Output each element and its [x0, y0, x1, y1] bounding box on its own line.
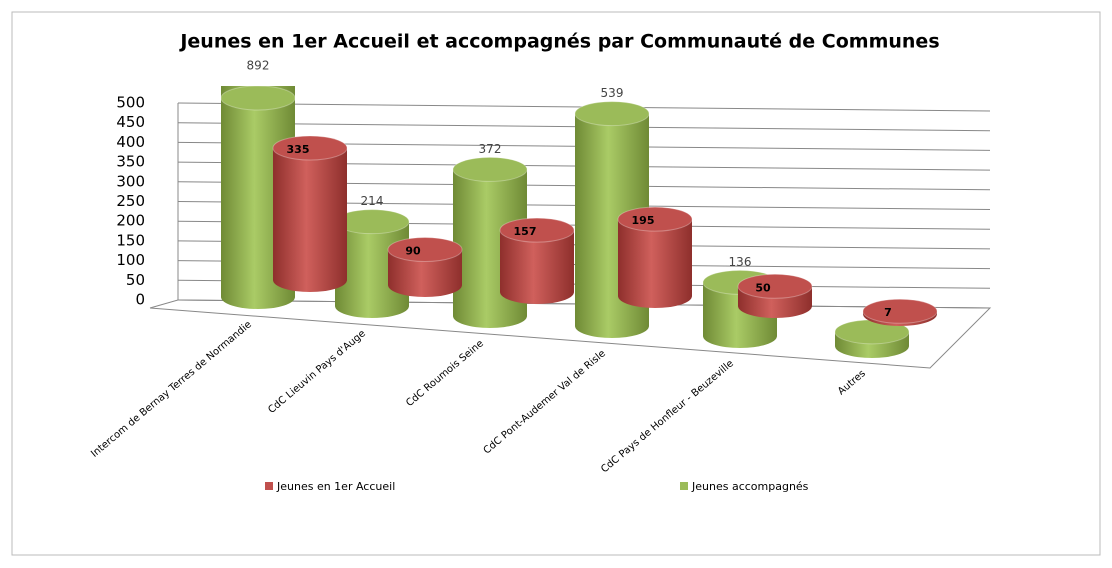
y-tick-label: 200 [116, 212, 145, 230]
cylinder [737, 273, 813, 318]
value-label: 90 [405, 245, 421, 258]
value-label: 335 [287, 143, 310, 156]
y-tick-label: 0 [135, 291, 145, 309]
cylinder [387, 237, 463, 297]
cylinder-top [499, 217, 575, 243]
cylinder-top [574, 101, 650, 127]
cylinder [834, 319, 910, 358]
cylinder-top [737, 273, 813, 299]
y-tick-label: 50 [126, 271, 145, 289]
y-tick-label: 100 [116, 251, 145, 269]
cylinder-top [862, 298, 938, 324]
value-label: 157 [514, 225, 537, 238]
value-label: 539 [601, 86, 624, 100]
y-tick-label: 350 [116, 153, 145, 171]
legend-swatch [680, 482, 688, 490]
cylinder-top [452, 156, 528, 182]
y-tick-label: 300 [116, 172, 145, 190]
cylinder [272, 135, 348, 292]
cylinder-body [273, 148, 347, 280]
value-label: 372 [479, 142, 502, 156]
y-tick-label: 450 [116, 113, 145, 131]
cylinder-top [220, 86, 296, 111]
legend-label: Jeunes en 1er Accueil [276, 480, 395, 493]
legend-label: Jeunes accompagnés [691, 480, 809, 493]
chart-title: Jeunes en 1er Accueil et accompagnés par… [178, 31, 939, 53]
value-label: 195 [632, 214, 655, 227]
value-label: 50 [755, 281, 771, 294]
cylinder [617, 206, 693, 308]
value-label: 214 [361, 194, 384, 208]
y-tick-label: 250 [116, 192, 145, 210]
value-label: 7 [884, 306, 892, 319]
cylinder-body [618, 219, 692, 296]
y-tick-label: 500 [116, 94, 145, 112]
legend-swatch [265, 482, 273, 490]
cylinder-top [617, 206, 693, 232]
cylinder [862, 298, 938, 326]
y-tick-label: 400 [116, 133, 145, 151]
cylinder [499, 217, 575, 304]
value-label: 136 [729, 255, 752, 269]
cylinder-top [272, 135, 348, 161]
y-tick-label: 150 [116, 231, 145, 249]
cylinder-top [387, 237, 463, 263]
value-label: 892 [247, 59, 270, 73]
